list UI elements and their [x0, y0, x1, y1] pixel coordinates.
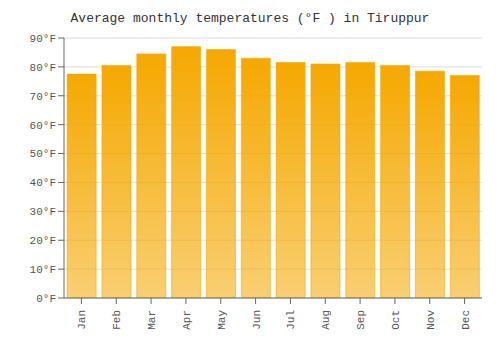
html-text:Average monthly temperatures (: Average monthly temperatures (°F ) in Ti…	[70, 11, 430, 26]
svg-text:Jun: Jun	[251, 310, 263, 330]
svg-text:70°F: 70°F	[30, 91, 56, 103]
svg-text:80°F: 80°F	[30, 62, 56, 74]
svg-text:0°F: 0°F	[36, 293, 56, 305]
svg-text:Sep: Sep	[355, 310, 367, 330]
svg-text:60°F: 60°F	[30, 120, 56, 132]
svg-text:May: May	[216, 310, 228, 330]
svg-text:Apr: Apr	[181, 310, 193, 330]
svg-text:Oct: Oct	[390, 310, 402, 330]
svg-text:Jan: Jan	[76, 310, 88, 330]
svg-text:90°F: 90°F	[30, 33, 56, 45]
svg-text:Feb: Feb	[111, 310, 123, 330]
svg-text:Mar: Mar	[146, 310, 158, 330]
svg-text:Dec: Dec	[460, 310, 472, 330]
svg-text:50°F: 50°F	[30, 148, 56, 160]
svg-text:Aug: Aug	[320, 310, 332, 330]
svg-text:40°F: 40°F	[30, 177, 56, 189]
svg-text:20°F: 20°F	[30, 235, 56, 247]
svg-text:Nov: Nov	[425, 310, 437, 330]
svg-text:30°F: 30°F	[30, 206, 56, 218]
svg-text:10°F: 10°F	[30, 264, 56, 276]
svg-text:Jul: Jul	[285, 310, 297, 330]
